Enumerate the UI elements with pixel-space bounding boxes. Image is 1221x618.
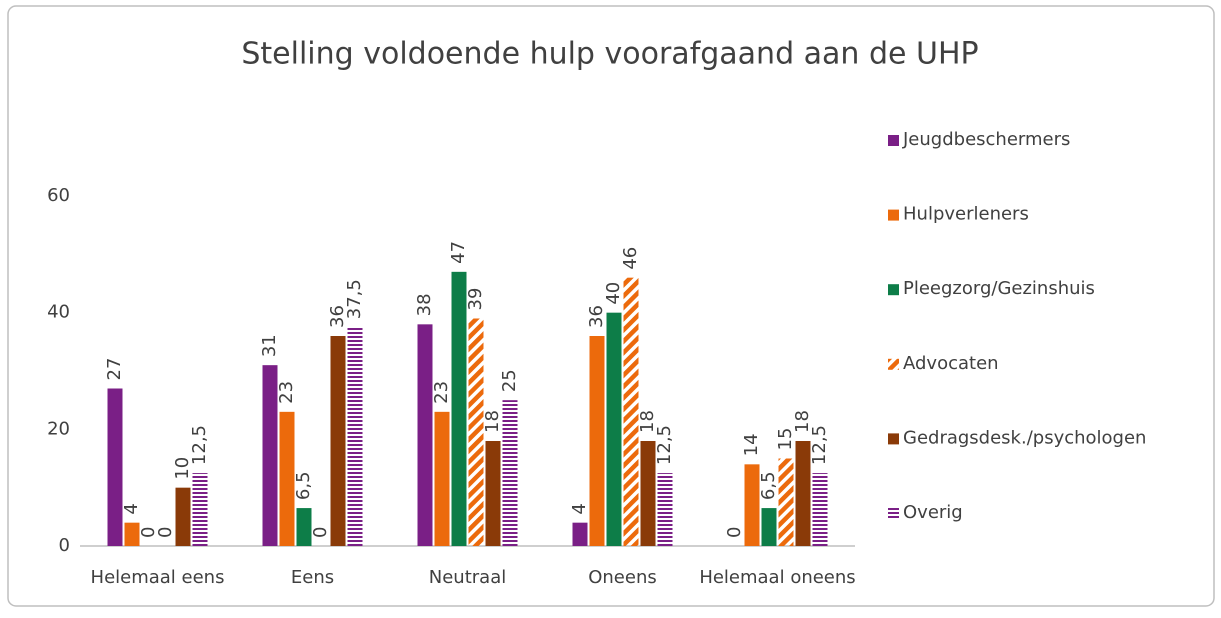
bar	[657, 473, 673, 546]
data-label: 27	[104, 358, 125, 381]
data-label: 12,5	[189, 425, 210, 465]
bar	[192, 473, 208, 546]
legend-swatch	[888, 284, 899, 296]
data-label: 39	[465, 288, 486, 311]
x-tick-label: Helemaal oneens	[699, 567, 855, 588]
bar	[107, 388, 123, 546]
data-label: 47	[448, 241, 469, 264]
y-tick-label: 40	[47, 302, 70, 323]
bar	[330, 336, 346, 546]
data-label: 46	[620, 247, 641, 270]
data-label: 6,5	[293, 471, 314, 500]
bar	[795, 441, 811, 546]
data-label: 37,5	[344, 279, 365, 319]
legend-label: Gedragsdesk./psychologen	[903, 427, 1146, 448]
legend-label: Hulpverleners	[903, 204, 1029, 225]
bar	[417, 324, 433, 546]
bar	[572, 522, 588, 546]
legend-label: Pleegzorg/Gezinshuis	[903, 278, 1095, 299]
data-label: 18	[792, 410, 813, 433]
legend-label: Advocaten	[903, 353, 999, 374]
data-label: 6,5	[758, 471, 779, 500]
y-tick-label: 20	[47, 418, 70, 439]
bar	[434, 411, 450, 546]
bar	[124, 522, 140, 546]
data-label: 12,5	[654, 425, 675, 465]
legend-swatch	[888, 508, 899, 519]
legend-swatch	[888, 135, 899, 146]
bar	[640, 441, 656, 546]
data-label: 0	[724, 527, 745, 538]
data-label: 36	[327, 305, 348, 328]
bar	[812, 473, 828, 546]
data-label: 10	[172, 457, 193, 480]
data-label: 0	[155, 527, 176, 538]
data-label: 0	[138, 527, 159, 538]
x-tick-label: Oneens	[588, 567, 657, 588]
bar	[279, 411, 295, 546]
y-tick-label: 60	[47, 185, 70, 206]
bar	[623, 277, 639, 546]
bar	[606, 312, 622, 546]
legend-label: Overig	[903, 502, 963, 523]
data-label: 23	[431, 381, 452, 404]
x-tick-label: Neutraal	[429, 567, 506, 588]
bar	[485, 441, 501, 546]
bar	[347, 327, 363, 546]
bar	[175, 487, 191, 546]
data-label: 0	[310, 527, 331, 538]
bar	[744, 464, 760, 546]
data-label: 12,5	[809, 425, 830, 465]
legend-label: Jeugdbeschermers	[902, 129, 1070, 150]
bar	[296, 508, 312, 546]
data-label: 15	[775, 428, 796, 451]
data-label: 31	[259, 334, 280, 357]
data-label: 23	[276, 381, 297, 404]
data-label: 18	[482, 410, 503, 433]
bar	[468, 318, 484, 546]
bar	[589, 336, 605, 546]
data-label: 14	[741, 433, 762, 456]
legend-swatch	[888, 358, 899, 370]
chart-frame	[7, 5, 1215, 607]
x-tick-label: Eens	[291, 567, 334, 588]
y-tick-label: 0	[59, 535, 70, 556]
legend-swatch	[888, 209, 899, 221]
data-label: 4	[121, 503, 142, 514]
x-tick-label: Helemaal eens	[91, 567, 225, 588]
data-label: 40	[603, 282, 624, 305]
bar	[778, 458, 794, 546]
bar	[451, 271, 467, 546]
chart-title: Stelling voldoende hulp voorafgaand aan …	[241, 37, 978, 72]
data-label: 4	[569, 503, 590, 514]
data-label: 38	[414, 293, 435, 316]
bar	[502, 400, 518, 546]
legend-swatch	[888, 433, 899, 445]
data-label: 36	[586, 305, 607, 328]
data-label: 25	[499, 369, 520, 392]
bar	[262, 365, 278, 546]
data-label: 18	[637, 410, 658, 433]
bar	[761, 508, 777, 546]
